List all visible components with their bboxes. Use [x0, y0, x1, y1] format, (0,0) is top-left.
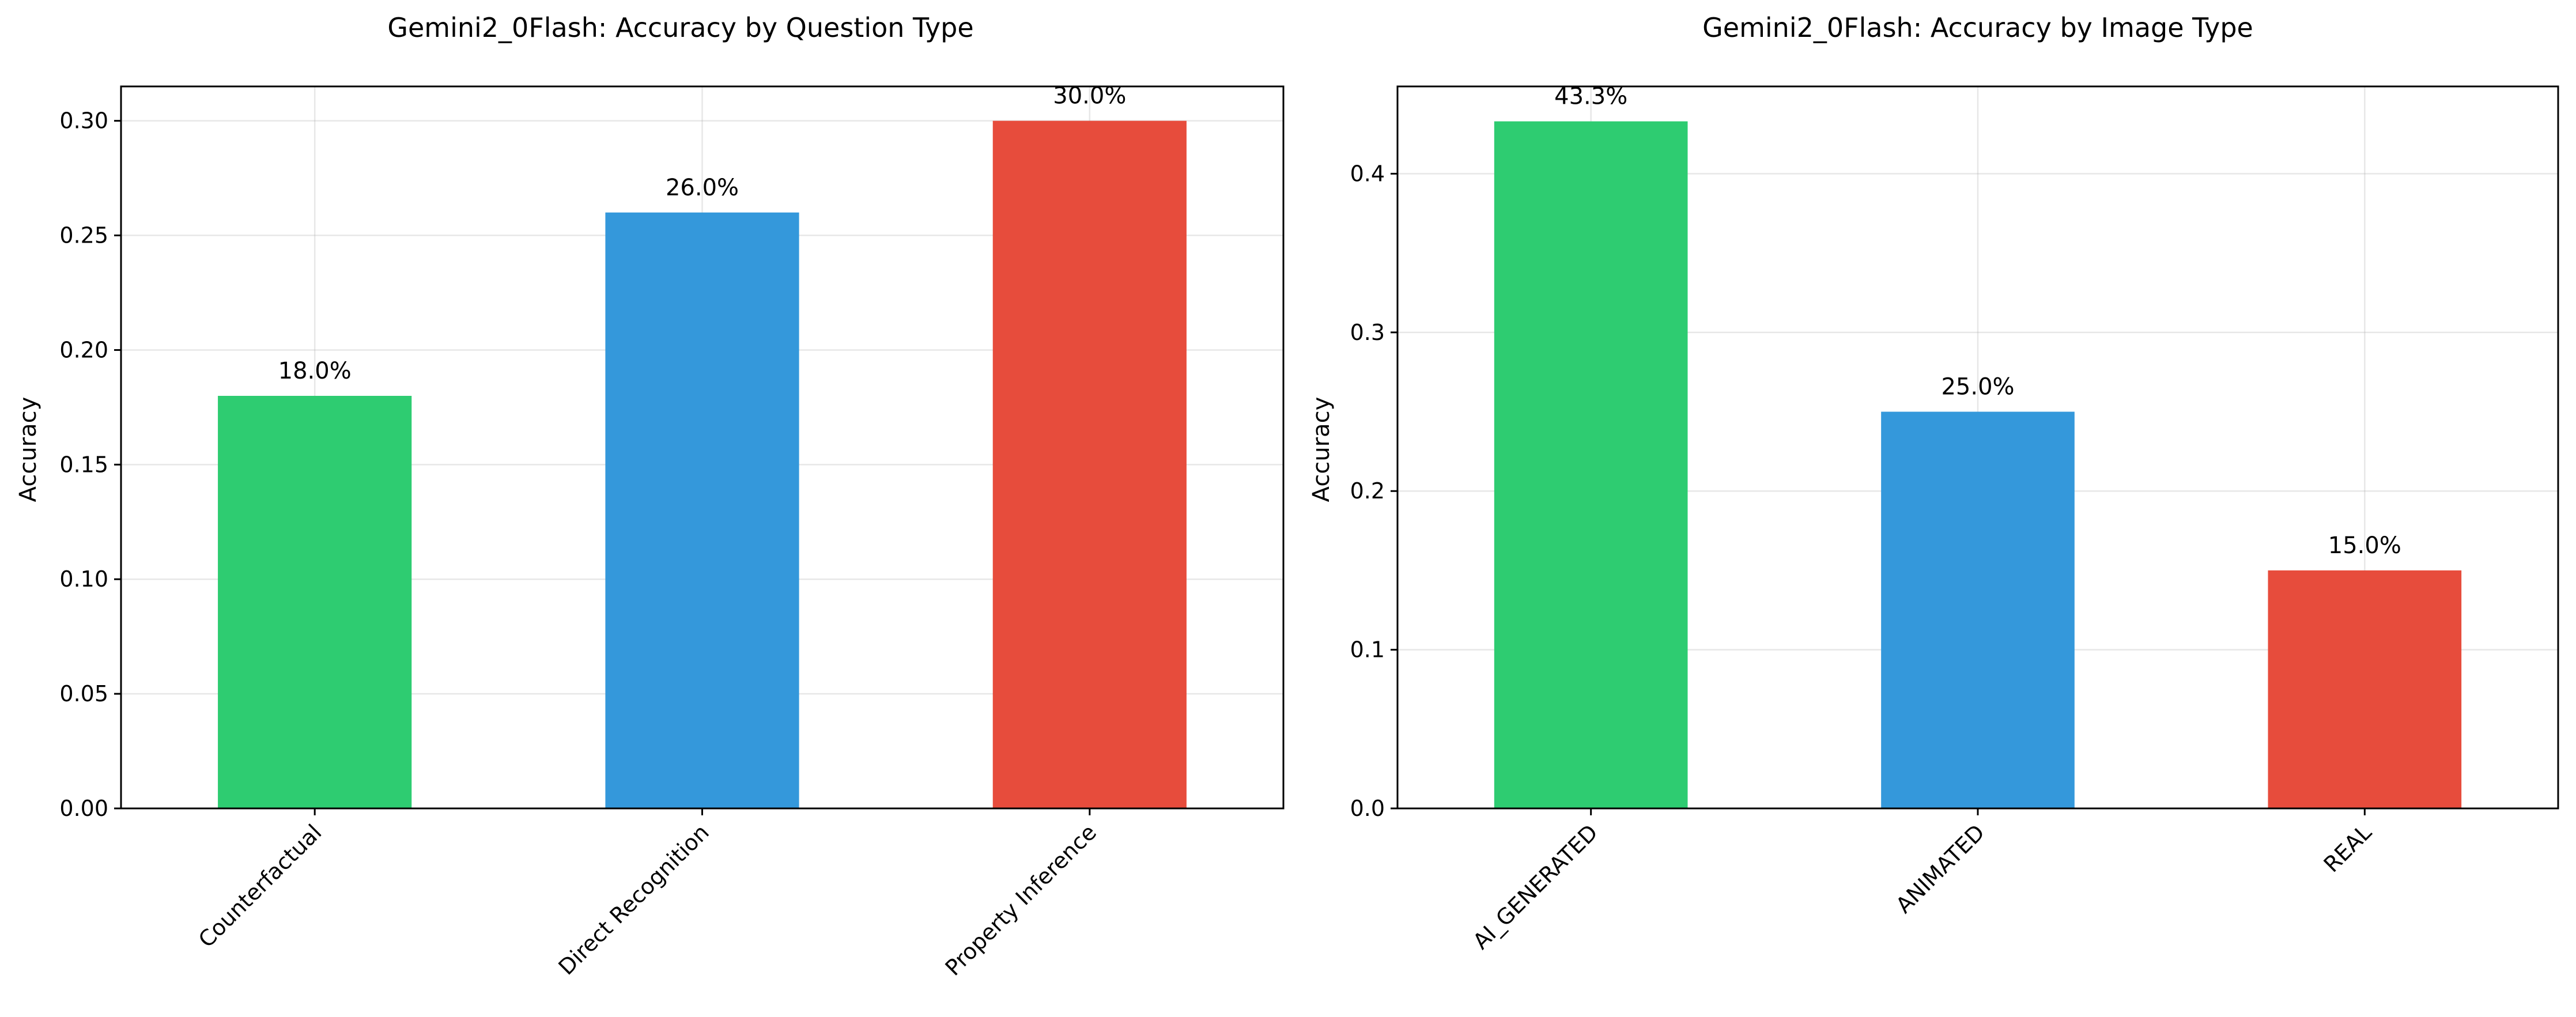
y-tick-label: 0.20	[59, 337, 108, 362]
value-labels: 18.0%26.0%30.0%	[278, 83, 1127, 384]
y-tick-label: 0.1	[1350, 637, 1385, 663]
plot-frame	[120, 85, 1285, 810]
bar-direct-recognition	[605, 212, 799, 808]
plot-frame	[1396, 85, 2559, 810]
bar-real	[2268, 570, 2462, 808]
bars	[218, 120, 1187, 809]
value-labels: 43.3% 25.0% 15.0%	[1554, 84, 2401, 559]
bar-animated	[1881, 411, 2075, 808]
bars	[1494, 121, 2462, 809]
bar-counterfactual	[218, 396, 412, 808]
bar-ai-generated	[1494, 121, 1688, 809]
y-tick-label: 0.05	[59, 681, 108, 706]
chart-title: Gemini2_0Flash: Accuracy by Image Type	[1702, 12, 2253, 43]
value-label: 15.0%	[2328, 532, 2401, 559]
y-tick-label: 0.25	[59, 223, 108, 248]
y-tick-label: 0.2	[1350, 478, 1385, 504]
y-tick-label: 0.15	[59, 452, 108, 477]
bar-property-inference	[992, 120, 1187, 809]
value-label: 26.0%	[666, 175, 739, 201]
y-tick-label: 0.10	[59, 566, 108, 592]
y-tick-label: 0.4	[1350, 161, 1385, 186]
y-tick-label: 0.00	[59, 796, 108, 821]
y-tick-label: 0.3	[1350, 320, 1385, 345]
chart-title: Gemini2_0Flash: Accuracy by Question Typ…	[387, 12, 973, 43]
y-axis: 0.0 0.1 0.2 0.3 0.4	[1350, 161, 1397, 821]
value-label: 25.0%	[1941, 374, 2014, 400]
value-label: 18.0%	[278, 358, 352, 384]
y-tick-label: 0.30	[59, 108, 108, 134]
value-label: 43.3%	[1554, 84, 1627, 110]
y-axis-label: Accuracy	[1308, 397, 1335, 502]
y-axis-label: Accuracy	[15, 397, 41, 502]
y-axis: 0.00 0.05 0.10 0.15 0.20 0.25 0.30	[59, 108, 121, 821]
y-tick-label: 0.0	[1350, 796, 1385, 821]
